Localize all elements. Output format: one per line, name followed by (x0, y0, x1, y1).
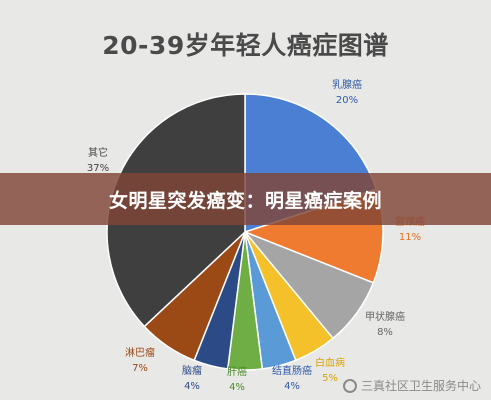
slice-label: 肝癌 (227, 365, 247, 378)
slice-label: 白血病 (315, 356, 345, 369)
chart-title: 20-39岁年轻人癌症图谱 (102, 31, 389, 60)
slice-label: 脑瘤 (182, 364, 202, 377)
slice-value-label: 37% (87, 163, 109, 174)
slice-value-label: 11% (399, 232, 421, 243)
slice-label: 淋巴瘤 (125, 346, 155, 359)
slice-value-label: 7% (132, 363, 148, 374)
watermark: 三真社区卫生服务中心 (342, 377, 481, 394)
slice-label: 甲状腺癌 (365, 310, 405, 323)
slice-label: 结直肠癌 (272, 364, 312, 377)
slice-value-label: 8% (377, 327, 393, 338)
slice-value-label: 4% (184, 381, 200, 392)
headline-banner: 女明星突发癌变：明星癌症案例 (0, 173, 491, 225)
watermark-text: 三真社区卫生服务中心 (360, 379, 481, 393)
slice-value-label: 5% (322, 373, 338, 384)
slice-label: 其它 (88, 146, 108, 159)
slice-label: 乳腺癌 (332, 78, 362, 91)
watermark-logo-icon (342, 378, 357, 393)
slice-value-label: 4% (229, 382, 245, 393)
slice-value-label: 4% (284, 381, 300, 392)
slice-value-label: 20% (336, 95, 358, 106)
pie-slices (106, 93, 384, 371)
headline-text: 女明星突发癌变：明星癌症案例 (108, 189, 382, 212)
